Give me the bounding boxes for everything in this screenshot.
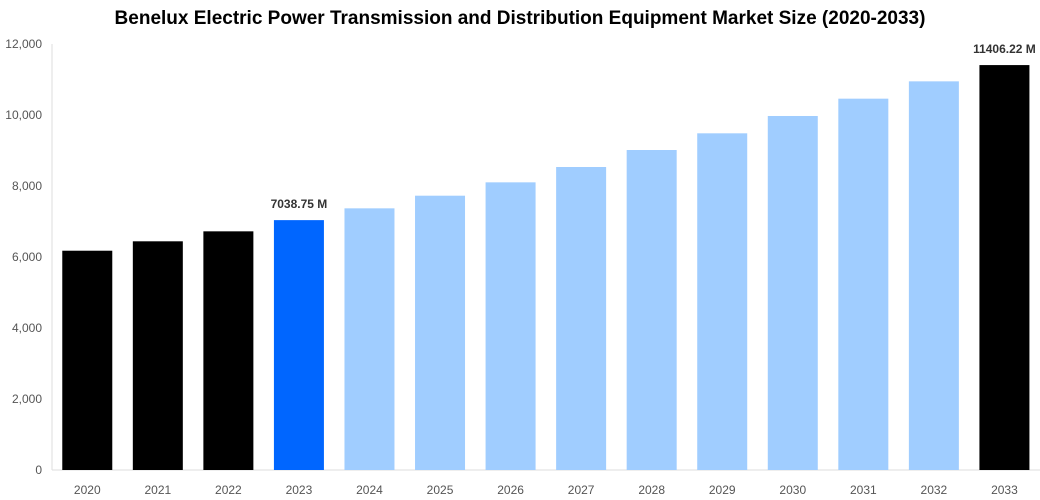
x-tick-label: 2020 xyxy=(74,483,101,497)
bar-2027 xyxy=(556,167,607,470)
bar-2028 xyxy=(626,150,677,471)
y-tick-label: 4,000 xyxy=(12,321,42,335)
bar-2026 xyxy=(485,182,536,470)
bar-2030 xyxy=(767,115,818,470)
x-tick-label: 2028 xyxy=(638,483,665,497)
x-tick-label: 2029 xyxy=(709,483,736,497)
y-tick-label: 0 xyxy=(35,463,42,477)
x-tick-label: 2023 xyxy=(286,483,313,497)
bar-2024 xyxy=(344,208,395,470)
x-tick-label: 2027 xyxy=(568,483,595,497)
bar-2029 xyxy=(697,133,748,470)
x-tick-label: 2026 xyxy=(497,483,524,497)
x-tick-label: 2025 xyxy=(427,483,454,497)
x-tick-label: 2030 xyxy=(779,483,806,497)
bar-2021 xyxy=(132,241,183,470)
y-tick-label: 12,000 xyxy=(5,37,42,51)
x-tick-label: 2031 xyxy=(850,483,877,497)
x-tick-label: 2021 xyxy=(144,483,171,497)
chart-title: Benelux Electric Power Transmission and … xyxy=(114,8,926,29)
bar-2020 xyxy=(62,250,113,470)
bar-2022 xyxy=(203,231,254,470)
y-tick-label: 8,000 xyxy=(12,179,42,193)
y-tick-label: 10,000 xyxy=(5,108,42,122)
bar-2031 xyxy=(838,98,889,471)
x-tick-label: 2033 xyxy=(991,483,1018,497)
y-tick-label: 2,000 xyxy=(12,392,42,406)
x-tick-label: 2024 xyxy=(356,483,383,497)
y-tick-label: 6,000 xyxy=(12,250,42,264)
bar-2023 xyxy=(273,220,324,470)
data-label-2033: 11406.22 M xyxy=(973,42,1036,56)
bar-2025 xyxy=(415,195,466,470)
data-label-2023: 7038.75 M xyxy=(271,197,328,211)
x-tick-label: 2032 xyxy=(921,483,948,497)
x-tick-label: 2022 xyxy=(215,483,242,497)
bar-2032 xyxy=(908,81,959,470)
bar-2033 xyxy=(979,65,1030,470)
